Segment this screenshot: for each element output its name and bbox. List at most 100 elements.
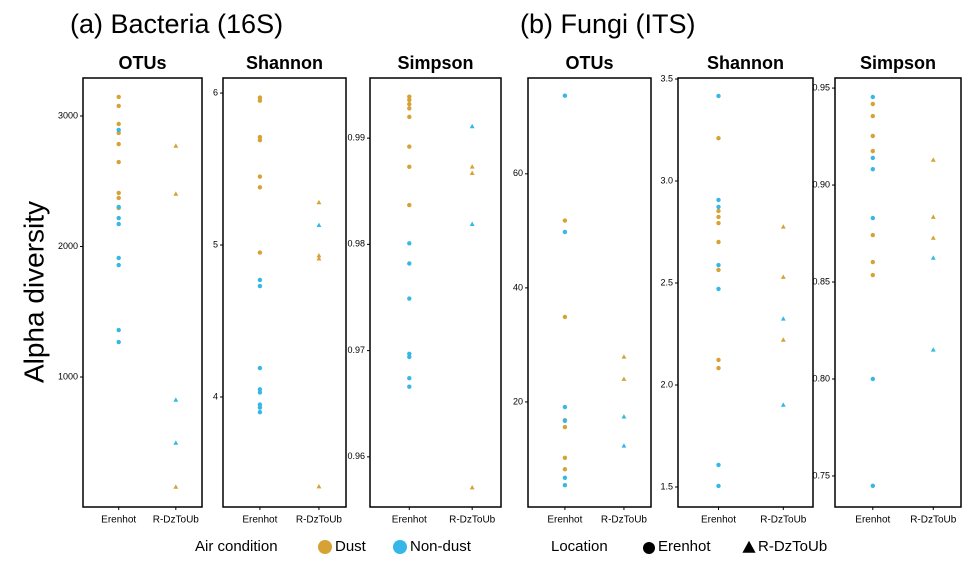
circle-point xyxy=(562,314,568,320)
triangle-point xyxy=(621,354,627,359)
circle-point xyxy=(116,215,121,221)
legend-label: R-DzToUb xyxy=(758,538,827,555)
circle-point xyxy=(407,384,412,389)
circle-point xyxy=(257,134,263,140)
panel-title: OTUs xyxy=(118,53,166,73)
circle-point xyxy=(407,164,412,170)
circle-point xyxy=(870,155,875,161)
circle-point xyxy=(407,94,412,99)
circle-point xyxy=(116,339,121,345)
circle-point xyxy=(562,218,568,223)
plot-frame xyxy=(369,77,502,508)
y-tick-label: 0.99 xyxy=(347,133,365,143)
circle-point xyxy=(257,283,263,289)
x-tick-label: R-DzToUb xyxy=(449,515,496,526)
y-tick-label: 2.5 xyxy=(660,277,673,287)
circle-point xyxy=(870,215,875,221)
circle-point xyxy=(870,232,875,238)
circle-point xyxy=(257,365,263,371)
legend-title: Air condition xyxy=(195,538,278,555)
circle-point xyxy=(870,133,875,139)
y-tick-label: 3000 xyxy=(58,110,78,120)
panel-title: Shannon xyxy=(707,53,784,73)
circle-point xyxy=(407,202,412,208)
triangle-point xyxy=(173,143,179,148)
circle-point xyxy=(870,148,875,154)
y-tick-label: 6 xyxy=(213,87,218,97)
circle-point xyxy=(562,475,568,480)
circle-point xyxy=(116,204,121,210)
y-tick-label: 0.80 xyxy=(812,373,830,383)
circle-point xyxy=(716,197,721,203)
circle-point xyxy=(393,540,407,554)
y-tick-label: 0.85 xyxy=(812,276,830,286)
y-tick-label: 3.0 xyxy=(660,175,673,185)
triangle-point xyxy=(316,483,322,489)
y-tick-label: 5 xyxy=(213,239,218,249)
circle-point xyxy=(870,376,875,382)
x-tick-label: R-DzToUb xyxy=(910,515,957,526)
circle-point xyxy=(562,467,568,472)
circle-point xyxy=(716,220,721,226)
circle-point xyxy=(407,354,412,360)
circle-point xyxy=(716,267,721,273)
x-tick-label: Erenhot xyxy=(547,515,582,526)
circle-point xyxy=(716,239,721,245)
x-tick-label: R-DzToUb xyxy=(760,515,807,526)
plot-frame xyxy=(222,77,347,508)
x-tick-label: Erenhot xyxy=(392,515,427,526)
circle-point xyxy=(562,483,568,488)
circle-point xyxy=(716,286,721,292)
circle-point xyxy=(407,241,412,246)
circle-point xyxy=(562,418,568,423)
triangle-point xyxy=(316,199,322,205)
circle-point xyxy=(407,144,412,149)
triangle-point xyxy=(173,484,179,489)
circle-point xyxy=(562,455,568,461)
triangle-point xyxy=(930,255,936,260)
x-tick-label: R-DzToUb xyxy=(296,515,343,526)
circle-point xyxy=(870,166,875,172)
circle-point xyxy=(116,159,121,165)
circle-point xyxy=(116,221,121,227)
circle-point xyxy=(116,94,121,100)
circle-point xyxy=(116,121,121,127)
circle-point xyxy=(716,135,721,141)
circle-point xyxy=(116,262,121,268)
circle-point xyxy=(562,93,568,98)
triangle-point xyxy=(316,253,322,258)
triangle-point xyxy=(173,397,179,402)
circle-point xyxy=(870,272,875,278)
triangle-point xyxy=(780,316,786,321)
circle-point xyxy=(116,255,121,261)
circle-point xyxy=(257,405,263,410)
circle-point xyxy=(407,296,412,301)
legend-label: Erenhot xyxy=(658,538,711,555)
circle-point xyxy=(716,483,721,489)
triangle-point xyxy=(742,540,756,553)
circle-point xyxy=(870,483,875,489)
triangle-point xyxy=(469,485,475,490)
circle-point xyxy=(407,114,412,120)
y-tick-label: 20 xyxy=(513,396,523,406)
triangle-point xyxy=(469,221,475,226)
y-tick-label: 2.0 xyxy=(660,379,673,389)
x-tick-label: R-DzToUb xyxy=(601,515,648,526)
y-tick-label: 0.97 xyxy=(347,345,365,355)
y-tick-label: 1000 xyxy=(58,371,78,381)
circle-point xyxy=(407,261,412,266)
y-tick-label: 4 xyxy=(213,391,218,401)
y-tick-label: 2000 xyxy=(58,241,78,251)
circle-point xyxy=(116,190,121,196)
x-tick-label: Erenhot xyxy=(855,515,890,526)
x-tick-label: Erenhot xyxy=(242,515,277,526)
x-tick-label: Erenhot xyxy=(701,515,736,526)
triangle-point xyxy=(930,235,936,240)
triangle-point xyxy=(621,376,627,381)
circle-point xyxy=(407,106,412,111)
circle-point xyxy=(562,229,568,235)
circle-point xyxy=(407,376,412,381)
triangle-point xyxy=(780,274,786,279)
circle-point xyxy=(407,351,412,357)
triangle-point xyxy=(621,414,627,419)
